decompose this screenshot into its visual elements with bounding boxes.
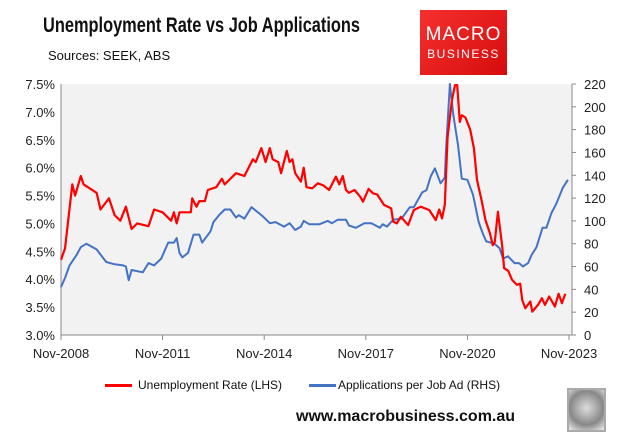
- x-tick-label: Nov-2008: [33, 346, 89, 361]
- legend-swatch-blue: [309, 383, 336, 387]
- y-left-tick-label: 6.5%: [25, 133, 55, 148]
- y-left-tick-label: 4.0%: [25, 272, 55, 287]
- legend-label: Applications per Job Ad (RHS): [338, 378, 501, 392]
- y-left-tick-label: 5.5%: [25, 189, 55, 204]
- legend-item-unemployment: Unemployment Rate (LHS): [105, 378, 282, 392]
- y-left-tick-label: 4.5%: [25, 244, 55, 259]
- x-tick-label: Nov-2023: [541, 346, 597, 361]
- y-right-tick-label: 120: [584, 191, 606, 206]
- macrobusiness-logo: MACRO BUSINESS: [420, 10, 507, 75]
- x-tick-label: Nov-2011: [135, 346, 190, 361]
- y-left-tick-label: 6.0%: [25, 161, 55, 176]
- logo-line1: MACRO: [425, 24, 502, 45]
- y-right-tick-label: 200: [584, 100, 606, 115]
- x-tick-label: Nov-2017: [338, 346, 394, 361]
- unemployment-rate-line: [59, 84, 567, 313]
- wolf-logo-image: [567, 388, 606, 432]
- legend-swatch-red: [105, 383, 132, 387]
- y-right-tick-label: 180: [584, 123, 606, 138]
- y-left-tick-label: 7.0%: [25, 105, 55, 120]
- y-left-tick-label: 5.0%: [25, 216, 55, 231]
- legend-item-applications: Applications per Job Ad (RHS): [309, 378, 500, 392]
- logo-line2: BUSINESS: [427, 47, 500, 61]
- chart-title: Unemployment Rate vs Job Applications: [43, 14, 361, 37]
- chart-subtitle: Sources: SEEK, ABS: [48, 48, 171, 63]
- y-right-tick-label: 140: [584, 168, 606, 183]
- y-right-tick-label: 0: [584, 328, 591, 343]
- legend-label: Unemployment Rate (LHS): [138, 378, 283, 392]
- plot-background: [61, 84, 572, 335]
- x-tick-label: Nov-2014: [236, 346, 292, 361]
- y-right-tick-label: 40: [584, 282, 598, 297]
- y-left-tick-label: 3.5%: [25, 300, 55, 315]
- y-right-tick-label: 80: [584, 237, 598, 252]
- y-right-tick-label: 100: [584, 214, 606, 229]
- y-left-tick-label: 7.5%: [25, 77, 55, 92]
- y-right-tick-label: 160: [584, 145, 606, 160]
- y-right-tick-label: 60: [584, 260, 598, 275]
- y-left-tick-label: 3.0%: [25, 328, 55, 343]
- y-right-tick-label: 20: [584, 305, 598, 320]
- x-tick-label: Nov-2020: [439, 346, 495, 361]
- y-right-tick-label: 220: [584, 77, 606, 92]
- website-url: www.macrobusiness.com.au: [296, 408, 516, 425]
